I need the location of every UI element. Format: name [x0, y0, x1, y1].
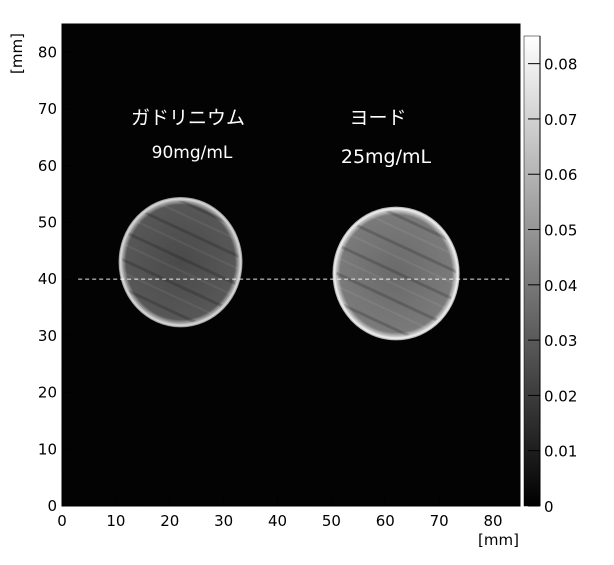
x-tick-label: 40: [268, 512, 287, 530]
y-tick-label: 20: [38, 384, 57, 402]
colorbar-tick-label: 0: [544, 498, 554, 516]
x-axis: 0 10 20 30 40 50 60 70 80: [57, 498, 503, 530]
colorbar-tick-label: 0.02: [544, 387, 577, 405]
y-tick-label: 70: [38, 100, 57, 118]
y-tick-label: 10: [38, 440, 57, 458]
x-tick-label: 60: [376, 512, 395, 530]
phantom-object-1-texture: [122, 200, 239, 324]
x-tick-label: 50: [322, 512, 341, 530]
colorbar: [523, 35, 541, 507]
annotation-label-gadolinium: ガドリニウム: [131, 107, 245, 129]
colorbar-tick-label: 0.03: [544, 332, 577, 350]
annotation-concentration-gadolinium: 90mg/mL: [152, 143, 233, 163]
phantom-object-2-texture: [336, 210, 456, 337]
y-tick-label: 30: [38, 327, 57, 345]
colorbar-tick-label: 0.04: [544, 277, 577, 295]
x-tick-label: 70: [430, 512, 449, 530]
colorbar-tick-label: 0.05: [544, 222, 577, 240]
x-tick-label: 30: [214, 512, 233, 530]
x-axis-label: [mm]: [478, 531, 519, 549]
y-tick-label: 60: [38, 157, 57, 175]
y-tick-label: 50: [38, 213, 57, 231]
phantom-objects: [118, 196, 460, 341]
y-tick-label: 80: [38, 43, 57, 61]
x-tick-label: 20: [160, 512, 179, 530]
colorbar-axis: 0 0.01 0.02 0.03 0.04 0.05 0.06 0.07 0.08: [528, 36, 577, 516]
colorbar-tick-label: 0.06: [544, 166, 577, 184]
y-axis: 0 10 20 30 40 50 60 70 80: [38, 43, 70, 515]
x-tick-label: 80: [484, 512, 503, 530]
plot-frame: [61, 23, 521, 507]
x-tick-label: 0: [57, 512, 67, 530]
y-tick-label: 40: [38, 270, 57, 288]
y-axis-label: [mm]: [8, 33, 26, 74]
x-tick-label: 10: [106, 512, 125, 530]
colorbar-tick-label: 0.07: [544, 111, 577, 129]
colorbar-tick-label: 0.08: [544, 56, 577, 74]
annotation-label-iodine: ヨード: [349, 107, 406, 129]
annotation-concentration-iodine: 25mg/mL: [341, 146, 432, 168]
colorbar-tick-label: 0.01: [544, 443, 577, 461]
y-tick-label: 0: [47, 497, 57, 515]
